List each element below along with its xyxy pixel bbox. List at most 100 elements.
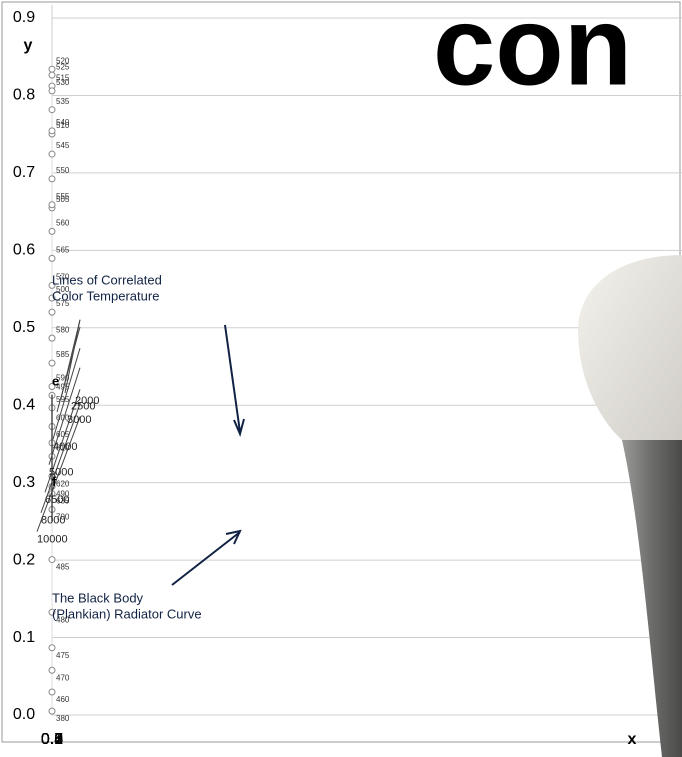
- color-blob: [0, 0, 182, 241]
- isotherm-label: 4000: [53, 441, 77, 453]
- wavelength-label: 580: [56, 325, 70, 334]
- wavelength-label: 600: [56, 414, 70, 423]
- locus-point: [48, 359, 56, 367]
- locus-point: [48, 382, 56, 390]
- x-tick-label: 0.0: [41, 731, 63, 748]
- locus-point: [48, 71, 56, 79]
- color-blob: [0, 132, 132, 292]
- y-tick-label: 0.5: [13, 319, 35, 336]
- y-tick-label: 0.3: [13, 474, 35, 491]
- locus-point: [48, 556, 56, 564]
- locus-point: [48, 308, 56, 316]
- wavelength-label: 635: [56, 497, 70, 506]
- wavelength-label: 530: [56, 78, 70, 87]
- locus-point: [48, 201, 56, 209]
- locus-point: [48, 707, 56, 715]
- annotation: (Plankian) Radiator Curve: [52, 606, 202, 621]
- wavelength-label: 515: [56, 73, 70, 82]
- wavelength-label: 485: [56, 563, 70, 572]
- isotherm-label: 10000: [37, 534, 68, 546]
- wavelength-label: 595: [56, 395, 70, 404]
- isotherm: [60, 319, 81, 399]
- x-tick-label: 0.5: [41, 731, 63, 748]
- locus-point: [48, 688, 56, 696]
- wavelength-label: 510: [56, 121, 70, 130]
- isotherm-label: 5000: [49, 467, 73, 479]
- x-tick-label: 0.4: [41, 731, 63, 748]
- wavelength-label: 475: [56, 651, 70, 660]
- locus-point: [48, 608, 56, 616]
- wavelength-label: 610: [56, 443, 70, 452]
- x-tick-label: 0.6: [41, 731, 63, 748]
- wavelength-label: 500: [56, 285, 70, 294]
- wavelength-label: 565: [56, 245, 70, 254]
- x-tick-label: 0.2: [41, 731, 63, 748]
- y-tick-label: 0.1: [13, 629, 35, 646]
- locus-point: [48, 175, 56, 183]
- wavelength-label: 540: [56, 118, 70, 127]
- wavelength-label: 570: [56, 273, 70, 282]
- y-tick-label: 0.7: [13, 164, 35, 181]
- wavelength-label: 550: [56, 166, 70, 175]
- overlay-title: con: [433, 0, 632, 109]
- wavelength-label: 525: [56, 62, 70, 71]
- y-tick-label: 0.9: [13, 9, 35, 26]
- y-tick-label: 0.6: [13, 242, 35, 259]
- isotherm-label: 2500: [71, 401, 95, 413]
- isotherm: [52, 348, 81, 440]
- isotherm: [48, 367, 81, 465]
- bulb: [578, 255, 682, 757]
- locus-point: [48, 281, 56, 289]
- isotherm-label: 3000: [67, 414, 91, 426]
- wavelength-label: 535: [56, 97, 70, 106]
- wavelength-label: 380: [56, 714, 70, 723]
- isotherm-label: 6500: [45, 494, 69, 506]
- wavelength-label: 470: [56, 673, 70, 682]
- locus-point: [48, 227, 56, 235]
- annotation: Color Temperature: [52, 289, 159, 304]
- locus-point: [48, 65, 56, 73]
- y-tick-label: 0.8: [13, 87, 35, 104]
- wavelength-label: 545: [56, 141, 70, 150]
- wavelength-label: 605: [56, 430, 70, 439]
- locus-point: [48, 87, 56, 95]
- point-label: f: [52, 474, 57, 489]
- wavelength-label: 460: [56, 695, 70, 704]
- x-tick-label: 0.1: [41, 731, 63, 748]
- locus-point: [48, 150, 56, 158]
- wavelength-label: 555: [56, 192, 70, 201]
- wavelength-label: 490: [56, 490, 70, 499]
- locus-point: [48, 666, 56, 674]
- wavelength-label: 495: [56, 382, 70, 391]
- annotation: The Black Body: [52, 590, 144, 605]
- wavelength-label: 620: [56, 479, 70, 488]
- y-axis-label: y: [24, 37, 33, 54]
- isotherm: [36, 416, 81, 532]
- isotherm: [40, 403, 81, 513]
- y-tick-label: 0.0: [13, 706, 35, 723]
- isotherm: [44, 389, 81, 493]
- wavelength-label: 700: [56, 513, 70, 522]
- x-tick-label: 0.7: [41, 731, 63, 748]
- point-label: e: [52, 373, 59, 388]
- wavelength-label: 480: [56, 615, 70, 624]
- annotation: Lines of Correlated: [52, 273, 162, 288]
- locus-point: [48, 334, 56, 342]
- plot-frame: [1, 1, 681, 743]
- annotation-arrow: [224, 324, 245, 438]
- isotherm: [64, 319, 81, 394]
- locus-point: [48, 254, 56, 262]
- wavelength-label: 585: [56, 350, 70, 359]
- wavelength-label: 560: [56, 218, 70, 227]
- wavelength-label: 505: [56, 195, 70, 204]
- wavelength-label: 575: [56, 299, 70, 308]
- annotation-arrow: [171, 529, 242, 586]
- x-tick-label: 0.3: [41, 731, 63, 748]
- wavelength-label: 520: [56, 56, 70, 65]
- locus-point: [48, 106, 56, 114]
- locus-point: [48, 644, 56, 652]
- y-tick-label: 0.2: [13, 551, 35, 568]
- wavelength-label: 590: [56, 374, 70, 383]
